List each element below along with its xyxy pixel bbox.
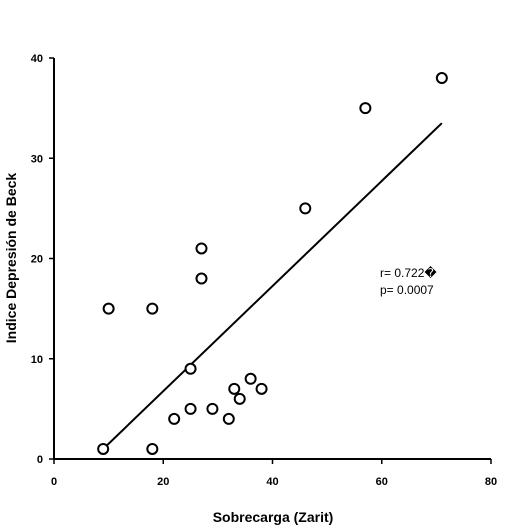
annotation-p: p= 0.0007 [380, 283, 434, 297]
data-point [435, 72, 448, 85]
data-point [184, 362, 197, 375]
y-tick-label: 20 [31, 254, 43, 266]
y-tick-label: 30 [31, 153, 43, 165]
x-axis-title: Sobrecarga (Zarit) [213, 509, 334, 525]
data-point [97, 442, 110, 455]
data-point [184, 402, 197, 415]
y-axis-title: Indice Depresión de Beck [3, 173, 19, 344]
x-tick-label: 60 [376, 476, 388, 488]
y-tick-label: 10 [31, 354, 43, 366]
x-tick-label: 20 [157, 476, 169, 488]
x-tick-label: 40 [266, 476, 278, 488]
data-point [168, 412, 181, 425]
data-point [228, 382, 241, 395]
x-tick-label: 80 [485, 476, 497, 488]
x-ticks: 0 20 40 60 80 [51, 459, 497, 488]
annotation-r: r= 0.722� [380, 266, 437, 280]
data-point [299, 202, 312, 215]
data-point [146, 442, 159, 455]
data-points [97, 72, 448, 455]
y-ticks: 0 10 20 30 40 [31, 53, 54, 466]
data-point [244, 372, 257, 385]
data-point [359, 102, 372, 115]
x-tick-label: 0 [51, 476, 57, 488]
data-point [195, 272, 208, 285]
y-tick-label: 40 [31, 53, 43, 65]
data-point [195, 242, 208, 255]
data-point [102, 302, 115, 315]
data-point [146, 302, 159, 315]
data-point [255, 382, 268, 395]
regression-line [102, 122, 443, 450]
data-point [233, 392, 246, 405]
y-tick-label: 0 [37, 454, 43, 466]
data-point [206, 402, 219, 415]
data-point [222, 412, 235, 425]
